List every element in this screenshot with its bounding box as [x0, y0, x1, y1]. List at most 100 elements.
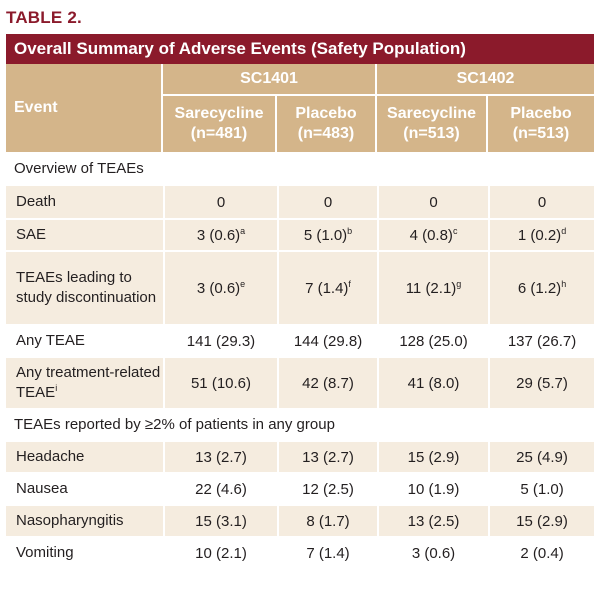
table-row: Headache 13 (2.7) 13 (2.7) 15 (2.9) 25 (… [6, 440, 595, 472]
cell: 7 (1.4) [277, 536, 378, 568]
row-event: Nasopharyngitis [6, 504, 163, 536]
row-event-label: Any treatment-related TEAE [16, 364, 161, 401]
cell: 137 (26.7) [488, 324, 595, 356]
cell: 141 (29.3) [163, 324, 277, 356]
table-row: Any TEAE 141 (29.3) 144 (29.8) 128 (25.0… [6, 324, 595, 356]
row-event: Nausea [6, 472, 163, 504]
row-event: Any TEAE [6, 324, 163, 356]
footnote-mark: h [561, 278, 567, 289]
cell: 6 (1.2)h [488, 250, 595, 324]
cell: 0 [488, 184, 595, 218]
arm-n: (n=513) [512, 125, 570, 142]
cell-value: 1 (0.2) [517, 226, 562, 244]
cell-value: 7 (1.4) [305, 279, 349, 297]
cell: 0 [277, 184, 378, 218]
section-row: Overview of TEAEs [6, 152, 595, 184]
table-row: SAE 3 (0.6)a 5 (1.0)b 4 (0.8)c 1 (0.2)d [6, 218, 595, 250]
cell-value: 29 (5.7) [516, 374, 568, 392]
cell: 12 (2.5) [277, 472, 378, 504]
cell: 15 (2.9) [377, 440, 489, 472]
footnote-mark: f [348, 278, 351, 289]
arm-n: (n=483) [297, 125, 355, 142]
cell: 13 (2.7) [277, 440, 378, 472]
header-arm: Placebo (n=513) [488, 96, 595, 152]
cell: 128 (25.0) [377, 324, 489, 356]
table-header: Event SC1401 SC1402 Sarecycline (n=481) P… [6, 64, 595, 152]
cell: 5 (1.0)b [277, 218, 378, 250]
cell: 0 [163, 184, 277, 218]
row-event: SAE [6, 218, 163, 250]
cell: 11 (2.1)g [377, 250, 489, 324]
arm-name: Sarecycline [387, 105, 476, 122]
row-event: Vomiting [6, 536, 163, 568]
table-row: TEAEs leading to study discontinuation 3… [6, 250, 595, 324]
row-event: Death [6, 184, 163, 218]
cell-value: 3 (0.6) [196, 226, 241, 244]
cell-value: 0 [537, 193, 547, 211]
table-row: Death 0 0 0 0 [6, 184, 595, 218]
cell-value: 3 (0.6) [196, 279, 241, 297]
cell-value: 6 (1.2) [517, 279, 562, 297]
footnote-mark: g [456, 278, 462, 289]
table-title: Overall Summary of Adverse Events (Safet… [6, 34, 594, 64]
arm-n: (n=513) [403, 125, 460, 142]
cell: 8 (1.7) [277, 504, 378, 536]
cell: 7 (1.4)f [277, 250, 378, 324]
header-arm: Sarecycline (n=513) [377, 96, 489, 152]
cell: 1 (0.2)d [488, 218, 595, 250]
header-arm: Sarecycline (n=481) [163, 96, 277, 152]
table-row: Nausea 22 (4.6) 12 (2.5) 10 (1.9) 5 (1.0… [6, 472, 595, 504]
cell: 13 (2.7) [163, 440, 277, 472]
cell-value: 137 (26.7) [507, 332, 577, 350]
footnote-mark: c [452, 225, 458, 236]
table-row: Nasopharyngitis 15 (3.1) 8 (1.7) 13 (2.5… [6, 504, 595, 536]
table-body: Overview of TEAEs Death 0 0 0 0 SAE 3 (0… [6, 152, 595, 568]
cell: 4 (0.8)c [377, 218, 489, 250]
footnote-mark: b [347, 225, 353, 236]
arm-name: Placebo [510, 105, 572, 122]
arm-name: Placebo [295, 105, 357, 122]
cell: 10 (2.1) [163, 536, 277, 568]
footnote-mark: e [240, 278, 246, 289]
cell-value: 4 (0.8) [409, 226, 453, 244]
header-event: Event [6, 64, 163, 152]
table-row: Any treatment-related TEAEi 51 (10.6) 42… [6, 356, 595, 408]
cell: 144 (29.8) [277, 324, 378, 356]
cell: 29 (5.7) [488, 356, 595, 408]
cell-value: 42 (8.7) [302, 374, 354, 392]
cell-value: 128 (25.0) [399, 332, 468, 350]
cell-value: 144 (29.8) [293, 332, 363, 350]
cell-value: 141 (29.3) [186, 332, 256, 350]
cell: 10 (1.9) [377, 472, 489, 504]
cell: 3 (0.6)e [163, 250, 277, 324]
section-overview: Overview of TEAEs [6, 152, 595, 184]
section-reported: TEAEs reported by ≥2% of patients in any… [6, 408, 595, 440]
cell: 51 (10.6) [163, 356, 277, 408]
cell-value: 11 (2.1) [405, 279, 457, 297]
cell: 15 (3.1) [163, 504, 277, 536]
arm-n: (n=481) [190, 125, 248, 142]
section-row: TEAEs reported by ≥2% of patients in any… [6, 408, 595, 440]
adverse-events-table: Event SC1401 SC1402 Sarecycline (n=481) P… [6, 64, 595, 568]
cell: 2 (0.4) [488, 536, 595, 568]
footnote-mark: a [240, 225, 246, 236]
cell: 3 (0.6)a [163, 218, 277, 250]
table-row: Vomiting 10 (2.1) 7 (1.4) 3 (0.6) 2 (0.4… [6, 536, 595, 568]
cell-value: 0 [216, 193, 226, 211]
cell: 41 (8.0) [377, 356, 489, 408]
footnote-mark: d [561, 225, 567, 236]
cell: 42 (8.7) [277, 356, 378, 408]
cell: 5 (1.0) [488, 472, 595, 504]
header-arm: Placebo (n=483) [277, 96, 378, 152]
cell: 13 (2.5) [377, 504, 489, 536]
cell-value: 0 [323, 193, 333, 211]
cell: 25 (4.9) [488, 440, 595, 472]
header-study-sc1401: SC1401 [163, 64, 378, 96]
cell: 15 (2.9) [488, 504, 595, 536]
header-study-sc1402: SC1402 [377, 64, 595, 96]
cell-value: 51 (10.6) [190, 374, 252, 392]
footnote-mark: i [55, 383, 58, 393]
row-event: Headache [6, 440, 163, 472]
cell-value: 5 (1.0) [303, 226, 348, 244]
cell: 22 (4.6) [163, 472, 277, 504]
